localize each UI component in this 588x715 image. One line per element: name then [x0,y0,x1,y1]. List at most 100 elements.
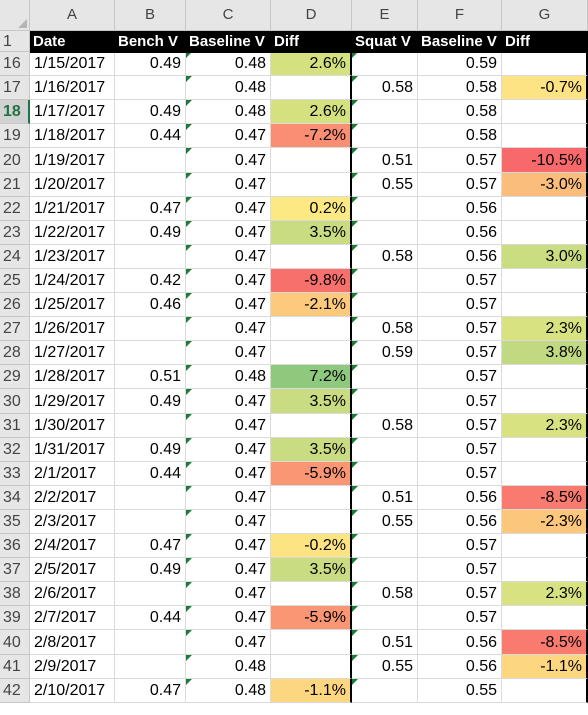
row-header-1[interactable]: 1 [0,31,30,52]
bench-v-cell[interactable]: 0.49 [115,558,186,582]
bench-v-cell[interactable] [115,414,186,438]
date-cell[interactable]: 1/19/2017 [30,148,115,173]
squat-v-cell[interactable] [352,293,418,317]
diff-cell[interactable]: -2.1% [271,293,352,317]
squat-v-cell[interactable]: 0.55 [352,655,418,679]
squat-v-cell[interactable] [352,679,418,703]
bench-v-cell[interactable]: 0.46 [115,293,186,317]
header-squat-v[interactable]: Squat V [352,31,418,52]
diff-cell[interactable] [502,269,588,293]
date-cell[interactable]: 1/29/2017 [30,389,115,414]
baseline-v-cell[interactable]: 0.58 [418,100,502,124]
diff-cell[interactable]: 7.2% [271,365,352,389]
header-diff-1[interactable]: Diff [271,31,352,52]
squat-v-cell[interactable] [352,269,418,293]
baseline-v-cell[interactable]: 0.47 [186,245,271,269]
baseline-v-cell[interactable]: 0.57 [418,269,502,293]
diff-cell[interactable] [271,486,352,510]
baseline-v-cell[interactable]: 0.47 [186,630,271,655]
row-header-35[interactable]: 35 [0,510,30,534]
baseline-v-cell[interactable]: 0.47 [186,317,271,341]
baseline-v-cell[interactable]: 0.57 [418,414,502,438]
baseline-v-cell[interactable]: 0.47 [186,558,271,582]
row-header-19[interactable]: 19 [0,124,30,148]
header-diff-2[interactable]: Diff [502,31,588,52]
diff-cell[interactable]: -1.1% [271,679,352,703]
baseline-v-cell[interactable]: 0.56 [418,197,502,221]
row-header-17[interactable]: 17 [0,76,30,100]
date-cell[interactable]: 2/9/2017 [30,655,115,679]
diff-cell[interactable] [271,341,352,365]
column-header-c[interactable]: C [186,0,271,31]
bench-v-cell[interactable]: 0.49 [115,100,186,124]
baseline-v-cell[interactable]: 0.48 [186,52,271,76]
diff-cell[interactable] [502,679,588,703]
date-cell[interactable]: 2/1/2017 [30,462,115,486]
baseline-v-cell[interactable]: 0.56 [418,510,502,534]
squat-v-cell[interactable]: 0.58 [352,76,418,100]
diff-cell[interactable] [271,317,352,341]
baseline-v-cell[interactable]: 0.47 [186,534,271,558]
bench-v-cell[interactable]: 0.51 [115,365,186,389]
squat-v-cell[interactable] [352,221,418,245]
baseline-v-cell[interactable]: 0.48 [186,100,271,124]
row-header-18[interactable]: 18 [0,100,30,124]
row-header-37[interactable]: 37 [0,558,30,582]
diff-cell[interactable]: -3.0% [502,173,588,197]
bench-v-cell[interactable]: 0.49 [115,221,186,245]
bench-v-cell[interactable]: 0.49 [115,389,186,414]
date-cell[interactable]: 1/15/2017 [30,52,115,76]
baseline-v-cell[interactable]: 0.57 [418,365,502,389]
baseline-v-cell[interactable]: 0.47 [186,606,271,630]
diff-cell[interactable]: 3.8% [502,341,588,365]
baseline-v-cell[interactable]: 0.48 [186,655,271,679]
squat-v-cell[interactable]: 0.58 [352,245,418,269]
date-cell[interactable]: 1/17/2017 [30,100,115,124]
squat-v-cell[interactable] [352,100,418,124]
baseline-v-cell[interactable]: 0.47 [186,269,271,293]
diff-cell[interactable] [502,365,588,389]
diff-cell[interactable]: -0.7% [502,76,588,100]
bench-v-cell[interactable]: 0.47 [115,679,186,703]
bench-v-cell[interactable]: 0.44 [115,124,186,148]
column-header-g[interactable]: G [502,0,588,31]
diff-cell[interactable]: 2.3% [502,317,588,341]
baseline-v-cell[interactable]: 0.57 [418,582,502,606]
baseline-v-cell[interactable]: 0.47 [186,414,271,438]
header-bench-v[interactable]: Bench V [115,31,186,52]
column-header-e[interactable]: E [352,0,418,31]
diff-cell[interactable] [502,100,588,124]
baseline-v-cell[interactable]: 0.56 [418,221,502,245]
squat-v-cell[interactable] [352,124,418,148]
column-header-f[interactable]: F [418,0,502,31]
baseline-v-cell[interactable]: 0.48 [186,76,271,100]
row-header-39[interactable]: 39 [0,606,30,630]
row-header-21[interactable]: 21 [0,173,30,197]
baseline-v-cell[interactable]: 0.57 [418,606,502,630]
row-header-31[interactable]: 31 [0,414,30,438]
squat-v-cell[interactable]: 0.58 [352,582,418,606]
diff-cell[interactable] [502,438,588,462]
diff-cell[interactable]: -5.9% [271,462,352,486]
squat-v-cell[interactable] [352,606,418,630]
baseline-v-cell[interactable]: 0.47 [186,510,271,534]
diff-cell[interactable]: -8.5% [502,486,588,510]
squat-v-cell[interactable]: 0.58 [352,414,418,438]
diff-cell[interactable]: 2.6% [271,52,352,76]
baseline-v-cell[interactable]: 0.58 [418,124,502,148]
row-header-27[interactable]: 27 [0,317,30,341]
diff-cell[interactable] [271,76,352,100]
date-cell[interactable]: 1/21/2017 [30,197,115,221]
date-cell[interactable]: 2/8/2017 [30,630,115,655]
diff-cell[interactable] [271,630,352,655]
row-header-38[interactable]: 38 [0,582,30,606]
baseline-v-cell[interactable]: 0.47 [186,486,271,510]
squat-v-cell[interactable] [352,52,418,76]
diff-cell[interactable] [502,221,588,245]
bench-v-cell[interactable] [115,173,186,197]
baseline-v-cell[interactable]: 0.57 [418,341,502,365]
squat-v-cell[interactable]: 0.55 [352,510,418,534]
row-header-30[interactable]: 30 [0,389,30,414]
bench-v-cell[interactable] [115,245,186,269]
bench-v-cell[interactable]: 0.49 [115,52,186,76]
